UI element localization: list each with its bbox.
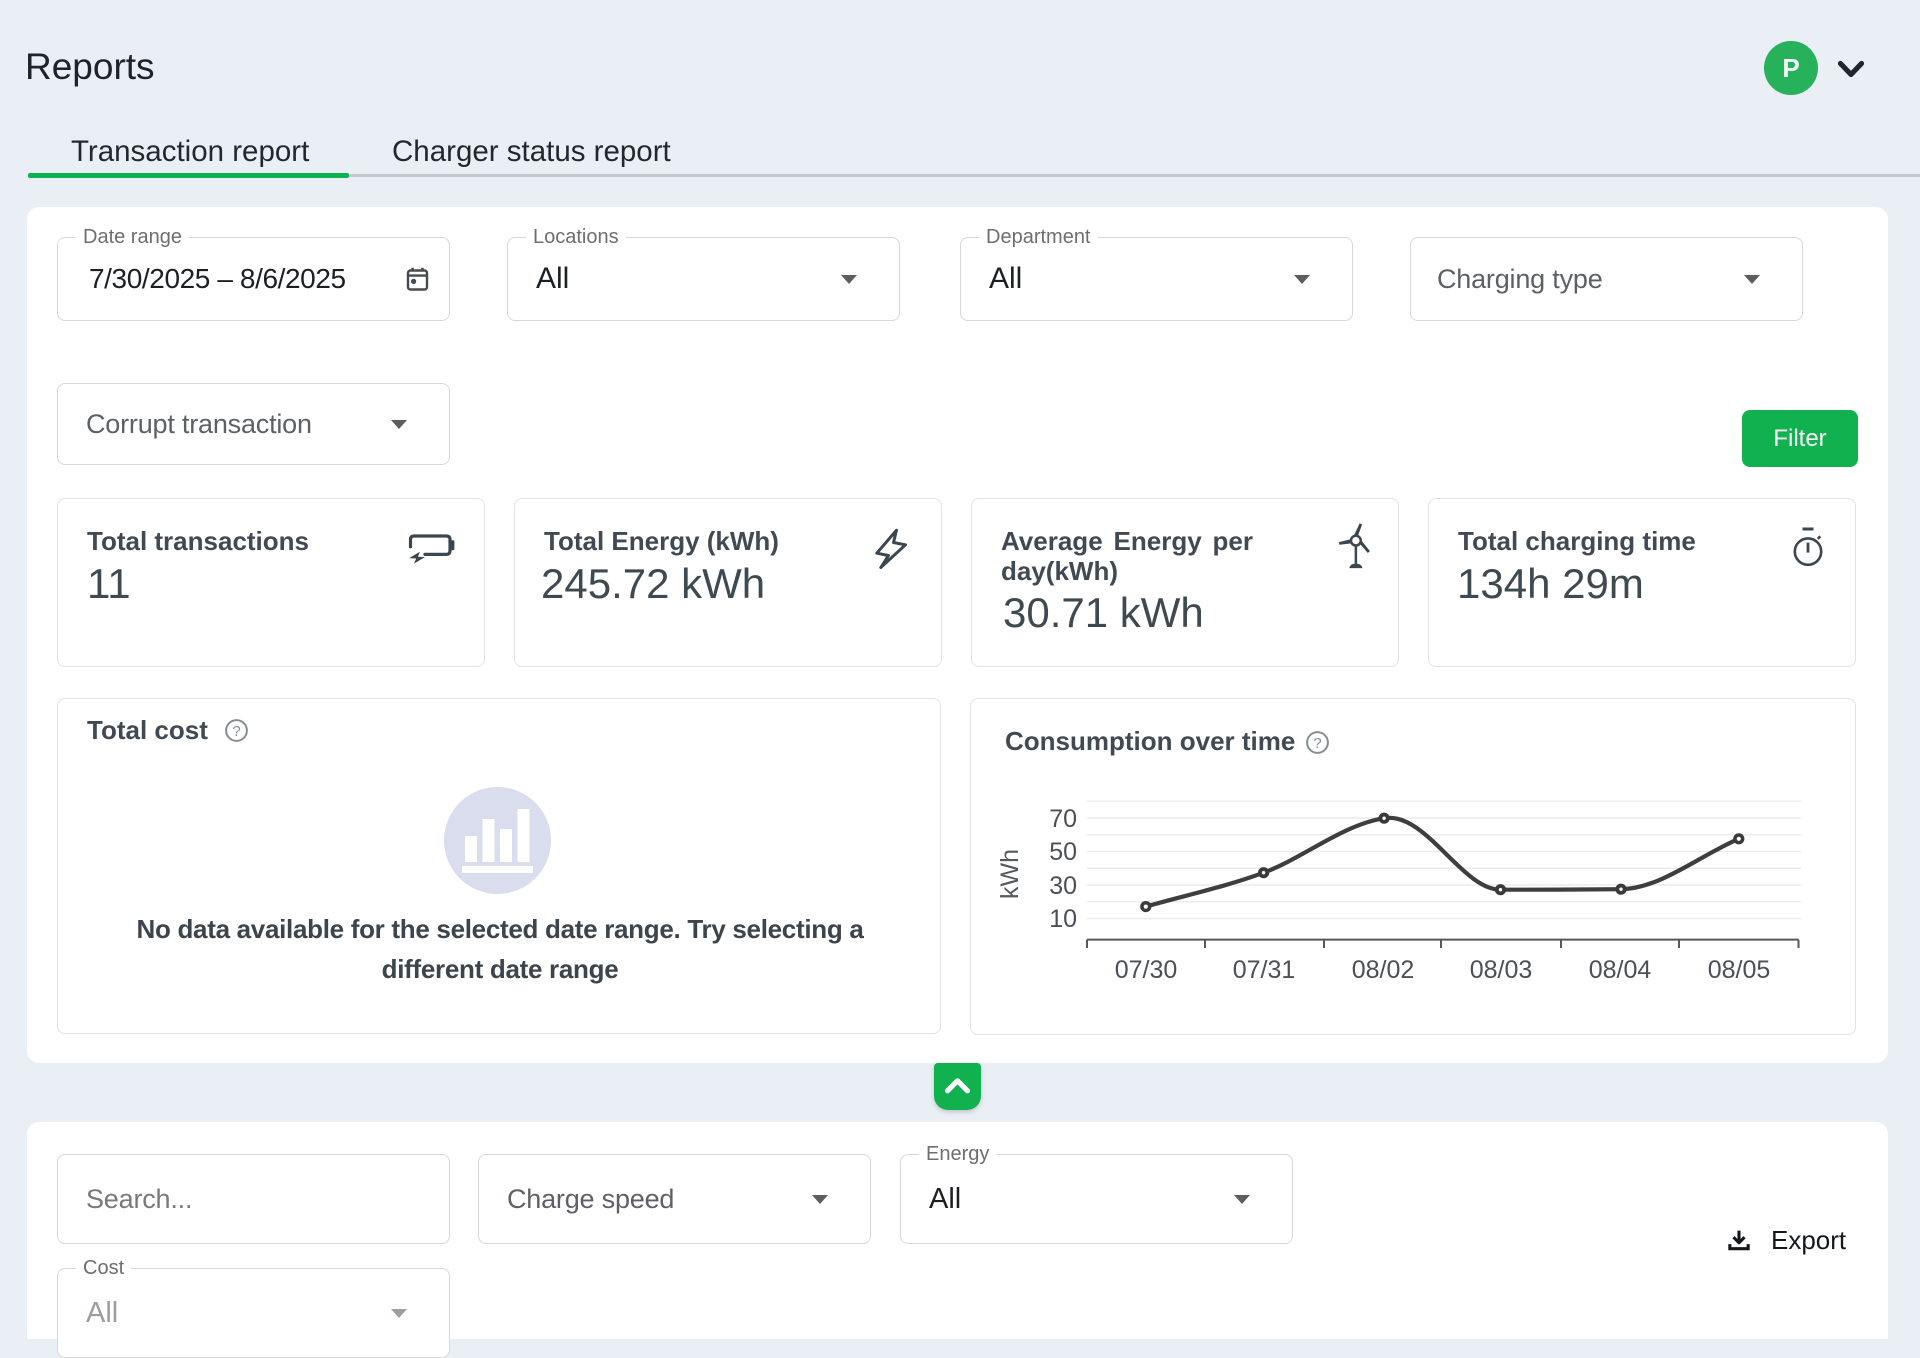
svg-text:30: 30 [1049,872,1077,900]
svg-text:kWh: kWh [996,849,1024,899]
svg-text:08/04: 08/04 [1589,956,1652,984]
svg-text:07/31: 07/31 [1233,956,1296,984]
svg-text:08/05: 08/05 [1708,956,1771,984]
svg-text:07/30: 07/30 [1115,956,1178,984]
svg-text:?: ? [1313,735,1321,752]
svg-text:10: 10 [1049,905,1077,933]
svg-text:70: 70 [1049,805,1077,833]
svg-text:08/03: 08/03 [1470,956,1533,984]
svg-text:08/02: 08/02 [1352,956,1415,984]
svg-text:?: ? [232,723,240,740]
svg-text:50: 50 [1049,838,1077,866]
